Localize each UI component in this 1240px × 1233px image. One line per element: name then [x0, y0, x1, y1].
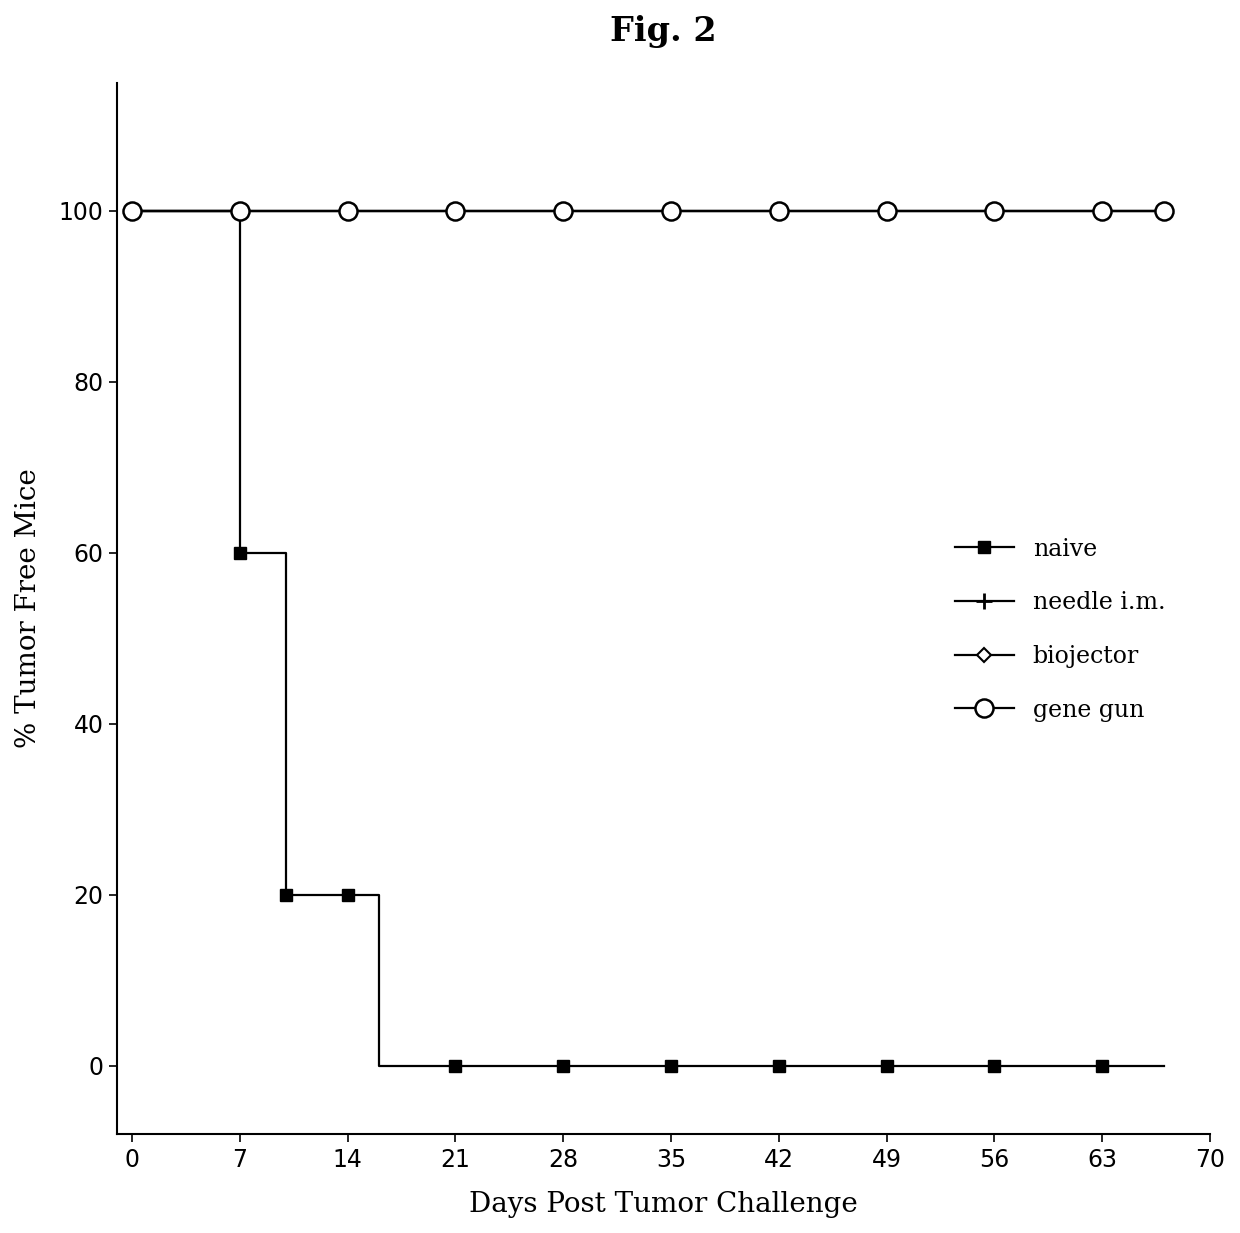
X-axis label: Days Post Tumor Challenge: Days Post Tumor Challenge — [469, 1191, 858, 1218]
Y-axis label: % Tumor Free Mice: % Tumor Free Mice — [15, 469, 42, 748]
Title: Fig. 2: Fig. 2 — [610, 15, 717, 48]
Legend: naive, needle i.m., biojector, gene gun: naive, needle i.m., biojector, gene gun — [955, 538, 1166, 721]
